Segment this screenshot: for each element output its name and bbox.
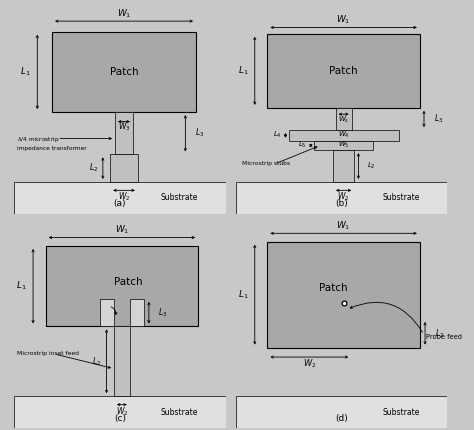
- Bar: [52, 32, 196, 112]
- Bar: [336, 108, 352, 130]
- Text: $W_2$: $W_2$: [302, 357, 316, 370]
- Text: $W_3$: $W_3$: [118, 121, 130, 133]
- Text: $L_2$: $L_2$: [367, 161, 375, 171]
- Text: $W_3$: $W_3$: [116, 337, 128, 347]
- Text: $W_4$: $W_4$: [338, 130, 349, 141]
- Text: Microstrip stubs: Microstrip stubs: [242, 161, 290, 166]
- Text: $L_1$: $L_1$: [16, 280, 27, 292]
- Text: $W_1$: $W_1$: [117, 7, 131, 20]
- Text: $L_1$: $L_1$: [238, 289, 248, 301]
- Text: $L_1$: $L_1$: [238, 64, 248, 77]
- Text: Probe feed: Probe feed: [426, 334, 462, 340]
- Text: $L_2$: $L_2$: [435, 327, 444, 340]
- Text: Patch: Patch: [114, 277, 143, 287]
- Bar: [333, 150, 354, 182]
- Bar: [130, 299, 144, 326]
- Text: (b): (b): [335, 200, 348, 208]
- Bar: [267, 34, 420, 108]
- Text: $W_5$: $W_5$: [338, 140, 349, 150]
- Text: $W_1$: $W_1$: [115, 224, 129, 236]
- Text: Substrate: Substrate: [160, 408, 198, 417]
- Text: Patch: Patch: [329, 66, 358, 76]
- Text: $W_2$: $W_2$: [118, 190, 130, 203]
- Text: Substrate: Substrate: [382, 408, 419, 417]
- Text: $L_4$: $L_4$: [273, 130, 282, 141]
- Text: (d): (d): [335, 414, 348, 423]
- Text: Patch: Patch: [109, 67, 138, 77]
- Bar: [314, 141, 373, 150]
- Text: Patch: Patch: [319, 283, 347, 293]
- Text: $L_5$: $L_5$: [298, 140, 307, 150]
- Bar: [46, 246, 198, 326]
- Text: Microstrip inset feed: Microstrip inset feed: [17, 351, 79, 356]
- Bar: [236, 182, 447, 214]
- Text: $L_3$: $L_3$: [158, 307, 168, 319]
- Text: (c): (c): [114, 414, 126, 423]
- Text: Substrate: Substrate: [160, 193, 198, 202]
- Bar: [110, 154, 138, 182]
- Text: $W_2$: $W_2$: [116, 405, 128, 418]
- Text: Substrate: Substrate: [382, 193, 419, 202]
- Text: $W_2$: $W_2$: [337, 190, 350, 203]
- Bar: [289, 130, 399, 141]
- Text: $L_3$: $L_3$: [195, 127, 204, 139]
- Text: $L_1$: $L_1$: [20, 66, 31, 78]
- Bar: [14, 182, 226, 214]
- Bar: [100, 299, 114, 326]
- Text: $\lambda$/4 microstrip
impedance transformer: $\lambda$/4 microstrip impedance transfo…: [17, 135, 87, 150]
- Bar: [236, 396, 447, 428]
- Bar: [114, 326, 130, 396]
- Text: $W_s$: $W_s$: [338, 114, 349, 125]
- Bar: [267, 242, 420, 347]
- Text: $W_1$: $W_1$: [337, 14, 351, 26]
- Text: $W_1$: $W_1$: [337, 220, 351, 232]
- Bar: [14, 396, 226, 428]
- Text: $L_2$: $L_2$: [89, 162, 98, 175]
- Text: $L_3$: $L_3$: [434, 113, 443, 125]
- Bar: [115, 112, 133, 154]
- Text: (a): (a): [114, 200, 126, 208]
- Text: $L_2$: $L_2$: [92, 355, 101, 368]
